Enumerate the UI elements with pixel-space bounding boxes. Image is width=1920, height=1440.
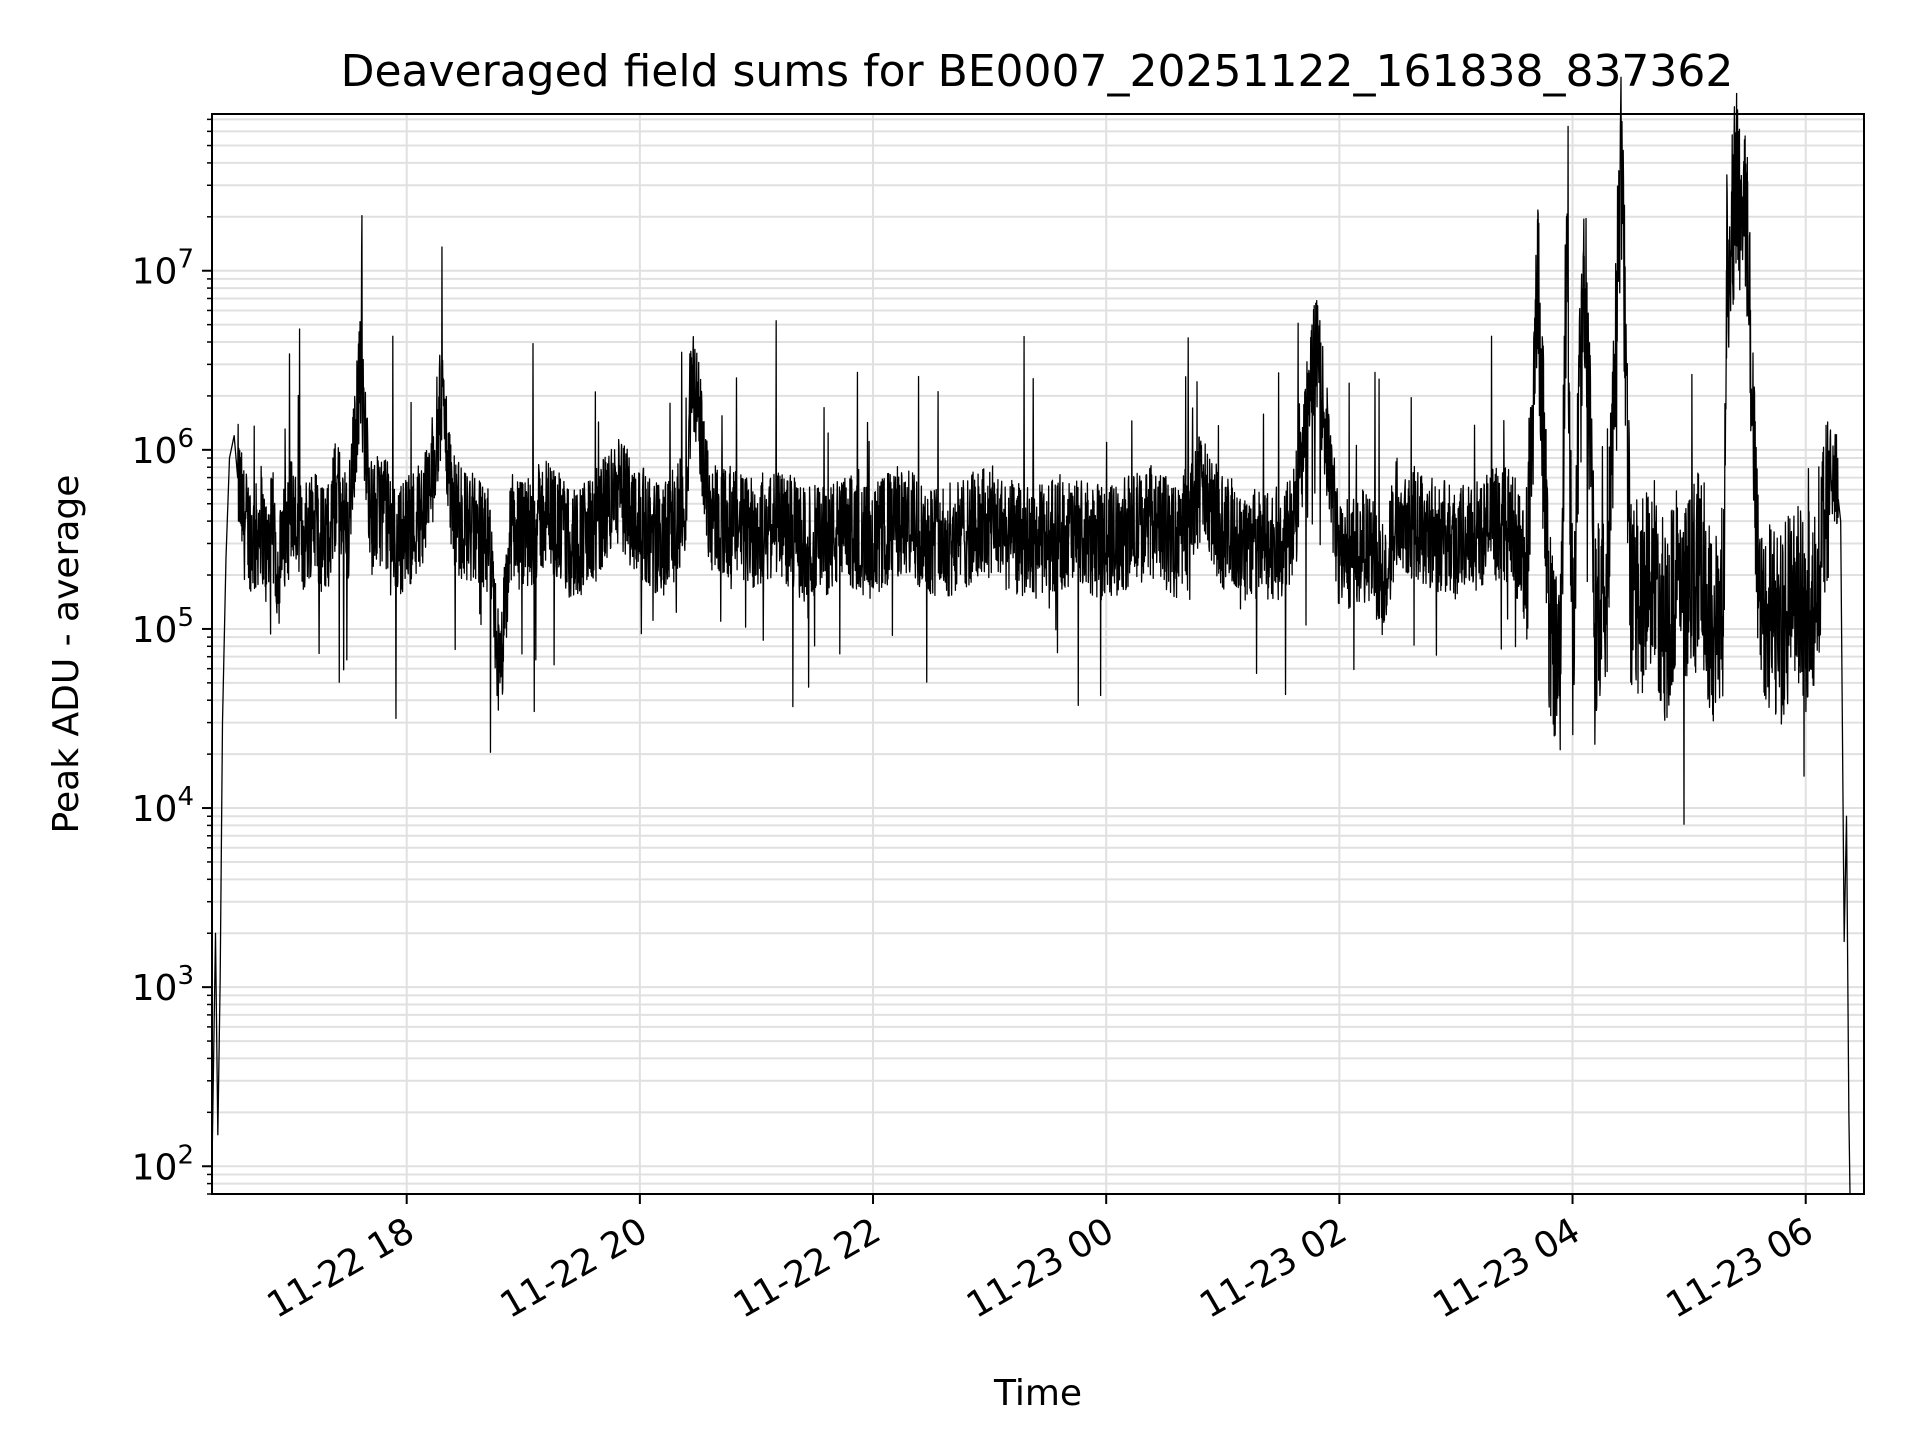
plot-frame [211, 113, 1865, 1195]
y-tick-label: 104 [132, 782, 194, 830]
x-axis-label: Time [993, 1373, 1082, 1414]
y-axis-label: Peak ADU - average [46, 475, 87, 834]
y-tick-label: 103 [132, 961, 194, 1009]
data-layer [211, 76, 1851, 1195]
series-line [211, 76, 1851, 1195]
chart-title: Deaveraged field sums for BE0007_2025112… [341, 46, 1734, 97]
y-tick-label: 106 [132, 424, 194, 472]
y-tick-label: 105 [132, 603, 194, 651]
y-tick-label: 102 [132, 1140, 194, 1188]
y-tick-label: 107 [132, 245, 194, 293]
